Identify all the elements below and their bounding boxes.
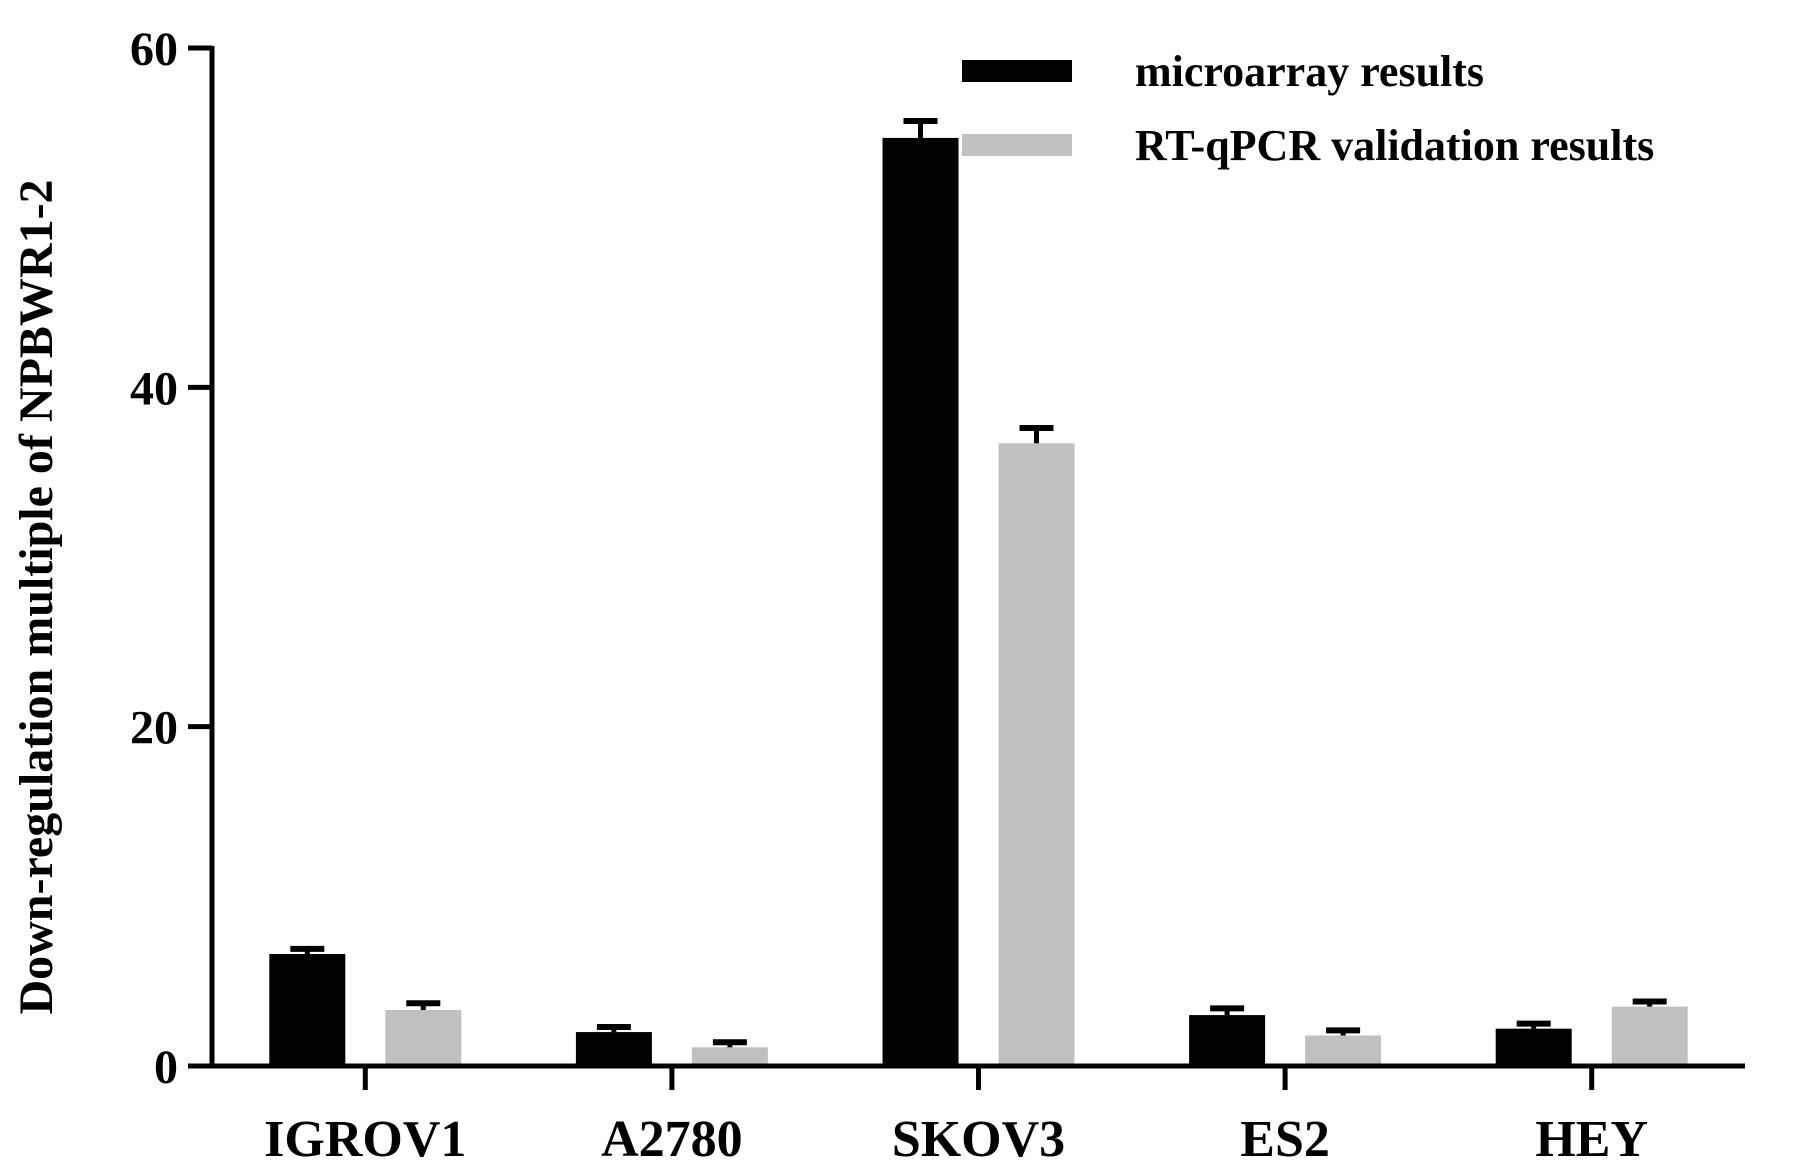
x-tick-label: IGROV1: [264, 1111, 466, 1168]
bar-a2780-series-1: [575, 1032, 652, 1066]
legend-swatch-series-1: [962, 60, 1072, 82]
bar-hey-series-2: [1611, 1006, 1688, 1066]
legend-swatch-series-2: [962, 134, 1072, 156]
y-tick-label: 60: [130, 23, 178, 76]
bars-layer: [269, 137, 1688, 1066]
error-bars-layer: [290, 117, 1667, 1048]
x-tick-label: ES2: [1240, 1111, 1330, 1168]
x-tick-label: HEY: [1535, 1111, 1648, 1168]
bar-skov3-series-1: [882, 137, 959, 1066]
legend-label-series-1: microarray results: [1135, 47, 1484, 96]
bar-skov3-series-2: [998, 443, 1075, 1066]
x-tick-label: SKOV3: [892, 1111, 1065, 1168]
bar-hey-series-1: [1495, 1028, 1572, 1066]
x-tick-label: A2780: [601, 1111, 743, 1168]
y-tick-label: 40: [130, 362, 178, 415]
bar-igrov1-series-1: [269, 954, 346, 1066]
bar-es2-series-1: [1189, 1015, 1266, 1066]
bar-es2-series-2: [1305, 1035, 1382, 1066]
y-tick-label: 0: [154, 1041, 178, 1094]
y-tick-label: 20: [130, 702, 178, 755]
x-ticks-layer: IGROV1 A2780 SKOV3 ES2 HEY: [264, 1066, 1648, 1168]
legend-label-series-2: RT-qPCR validation results: [1135, 121, 1654, 170]
y-axis-title: Down-regulation multiple of NPBWR1-2: [10, 179, 63, 1014]
bar-a2780-series-2: [691, 1047, 768, 1066]
legend: microarray results RT-qPCR validation res…: [962, 47, 1654, 170]
bar-igrov1-series-2: [385, 1010, 462, 1066]
axes-layer: [209, 46, 1745, 1069]
y-ticks-layer: 0 20 40 60: [130, 23, 212, 1094]
